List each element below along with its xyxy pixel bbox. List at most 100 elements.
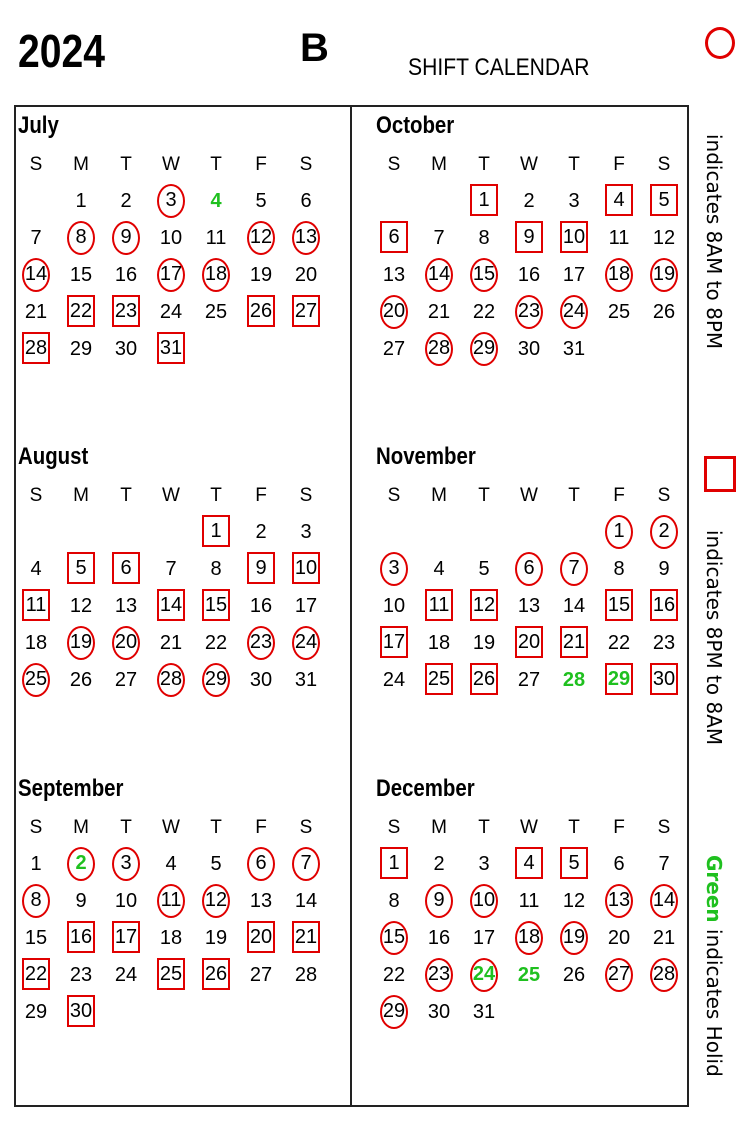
weekday-header: S: [387, 817, 401, 838]
date-cell-plain: 9: [75, 890, 87, 912]
date-cell-plain: 7: [658, 853, 670, 875]
weekday-header: S: [657, 485, 671, 506]
date-cell-plain: 8: [613, 558, 625, 580]
date-cell-day-shift: 28: [425, 332, 453, 366]
date-cell-plain: 17: [472, 927, 496, 949]
date-cell-night-shift: 31: [157, 332, 185, 364]
weekday-header: W: [520, 817, 538, 838]
date-cell-night-shift: 5: [67, 552, 95, 584]
holiday-legend-green-word: Green: [702, 855, 726, 923]
date-cell-plain: 30: [114, 338, 138, 360]
date-cell-plain: 19: [249, 264, 273, 286]
date-cell-plain: 10: [382, 595, 406, 617]
date-cell-day-shift: 13: [292, 221, 320, 255]
date-cell-day-shift: 13: [605, 884, 633, 918]
weekday-header: T: [120, 485, 132, 506]
date-cell-plain: 24: [382, 669, 406, 691]
weekday-header: T: [210, 485, 222, 506]
date-cell-plain: 8: [210, 558, 222, 580]
date-cell-day-shift: 7: [560, 552, 588, 586]
date-cell-plain: 11: [608, 227, 630, 249]
date-cell-plain: 15: [24, 927, 48, 949]
date-cell-day-shift: 11: [157, 884, 185, 918]
weekday-header: W: [162, 485, 180, 506]
date-cell-plain: 30: [517, 338, 541, 360]
date-cell-plain: 12: [562, 890, 586, 912]
date-cell-night-shift: 15: [202, 589, 230, 621]
date-cell-day-shift: 3: [112, 847, 140, 881]
date-cell-day-shift: 12: [202, 884, 230, 918]
date-cell-night-shift: 30: [650, 663, 678, 695]
circle-legend-icon: [705, 27, 735, 59]
date-cell-plain: 27: [114, 669, 138, 691]
date-cell-day-shift: 14: [425, 258, 453, 292]
date-cell-plain: 19: [204, 927, 228, 949]
date-cell-night-shift: 1: [380, 847, 408, 879]
date-cell-plain: 6: [300, 190, 312, 212]
date-cell-day-shift-holiday: 2: [67, 847, 95, 881]
date-cell-plain: 30: [249, 669, 273, 691]
date-cell-plain: 10: [114, 890, 138, 912]
date-cell-day-shift: 19: [67, 626, 95, 660]
date-cell-day-shift: 25: [22, 663, 50, 697]
date-cell-plain: 14: [562, 595, 586, 617]
date-cell-plain-holiday: 4: [210, 190, 222, 212]
calendar-year: 2024: [18, 25, 105, 77]
date-cell-day-shift: 29: [470, 332, 498, 366]
weekday-header: F: [255, 154, 267, 175]
date-cell-night-shift: 25: [425, 663, 453, 695]
date-cell-plain: 20: [294, 264, 318, 286]
date-cell-plain: 22: [204, 632, 228, 654]
weekday-header: S: [657, 154, 671, 175]
date-cell-plain: 1: [30, 853, 42, 875]
date-cell-plain: 20: [607, 927, 631, 949]
date-cell-night-shift: 11: [425, 589, 453, 621]
date-cell-plain: 4: [433, 558, 445, 580]
date-cell-day-shift: 10: [470, 884, 498, 918]
weekday-header: M: [431, 485, 447, 506]
holiday-legend-text: indicates Holid: [702, 922, 726, 1077]
date-cell-day-shift: 29: [380, 995, 408, 1029]
date-cell-plain: 4: [165, 853, 177, 875]
month-name: October: [376, 112, 455, 139]
date-cell-plain: 13: [114, 595, 138, 617]
weekday-header: F: [613, 485, 625, 506]
date-cell-day-shift: 23: [425, 958, 453, 992]
weekday-header: S: [387, 485, 401, 506]
date-cell-night-shift: 5: [650, 184, 678, 216]
date-cell-plain: 31: [472, 1001, 496, 1023]
date-cell-day-shift: 24: [292, 626, 320, 660]
date-cell-night-shift: 21: [560, 626, 588, 658]
weekday-header: M: [431, 817, 447, 838]
column-divider: [350, 105, 352, 1107]
square-legend-icon: [704, 456, 736, 492]
date-cell-plain: 25: [204, 301, 228, 323]
date-cell-day-shift: 9: [112, 221, 140, 255]
date-cell-day-shift: 19: [560, 921, 588, 955]
date-cell-night-shift: 9: [515, 221, 543, 253]
date-cell-day-shift-holiday: 24: [470, 958, 498, 992]
date-cell-plain: 13: [249, 890, 273, 912]
date-cell-plain: 27: [249, 964, 273, 986]
date-cell-night-shift: 26: [202, 958, 230, 990]
weekday-header: T: [478, 154, 490, 175]
weekday-header: M: [431, 154, 447, 175]
date-cell-day-shift: 1: [605, 515, 633, 549]
weekday-header: S: [29, 485, 43, 506]
date-cell-day-shift: 2: [650, 515, 678, 549]
date-cell-night-shift-holiday: 29: [605, 663, 633, 695]
date-cell-night-shift: 17: [380, 626, 408, 658]
date-cell-plain: 2: [255, 521, 267, 543]
month-name: August: [18, 443, 89, 470]
date-cell-night-shift: 16: [67, 921, 95, 953]
date-cell-plain: 15: [69, 264, 93, 286]
weekday-header: T: [478, 485, 490, 506]
date-cell-plain: 23: [69, 964, 93, 986]
date-cell-plain: 22: [382, 964, 406, 986]
weekday-header: T: [210, 817, 222, 838]
date-cell-day-shift: 6: [247, 847, 275, 881]
date-cell-plain: 17: [562, 264, 586, 286]
date-cell-plain: 21: [427, 301, 451, 323]
date-cell-plain: 24: [159, 301, 183, 323]
month-name: September: [18, 775, 124, 802]
